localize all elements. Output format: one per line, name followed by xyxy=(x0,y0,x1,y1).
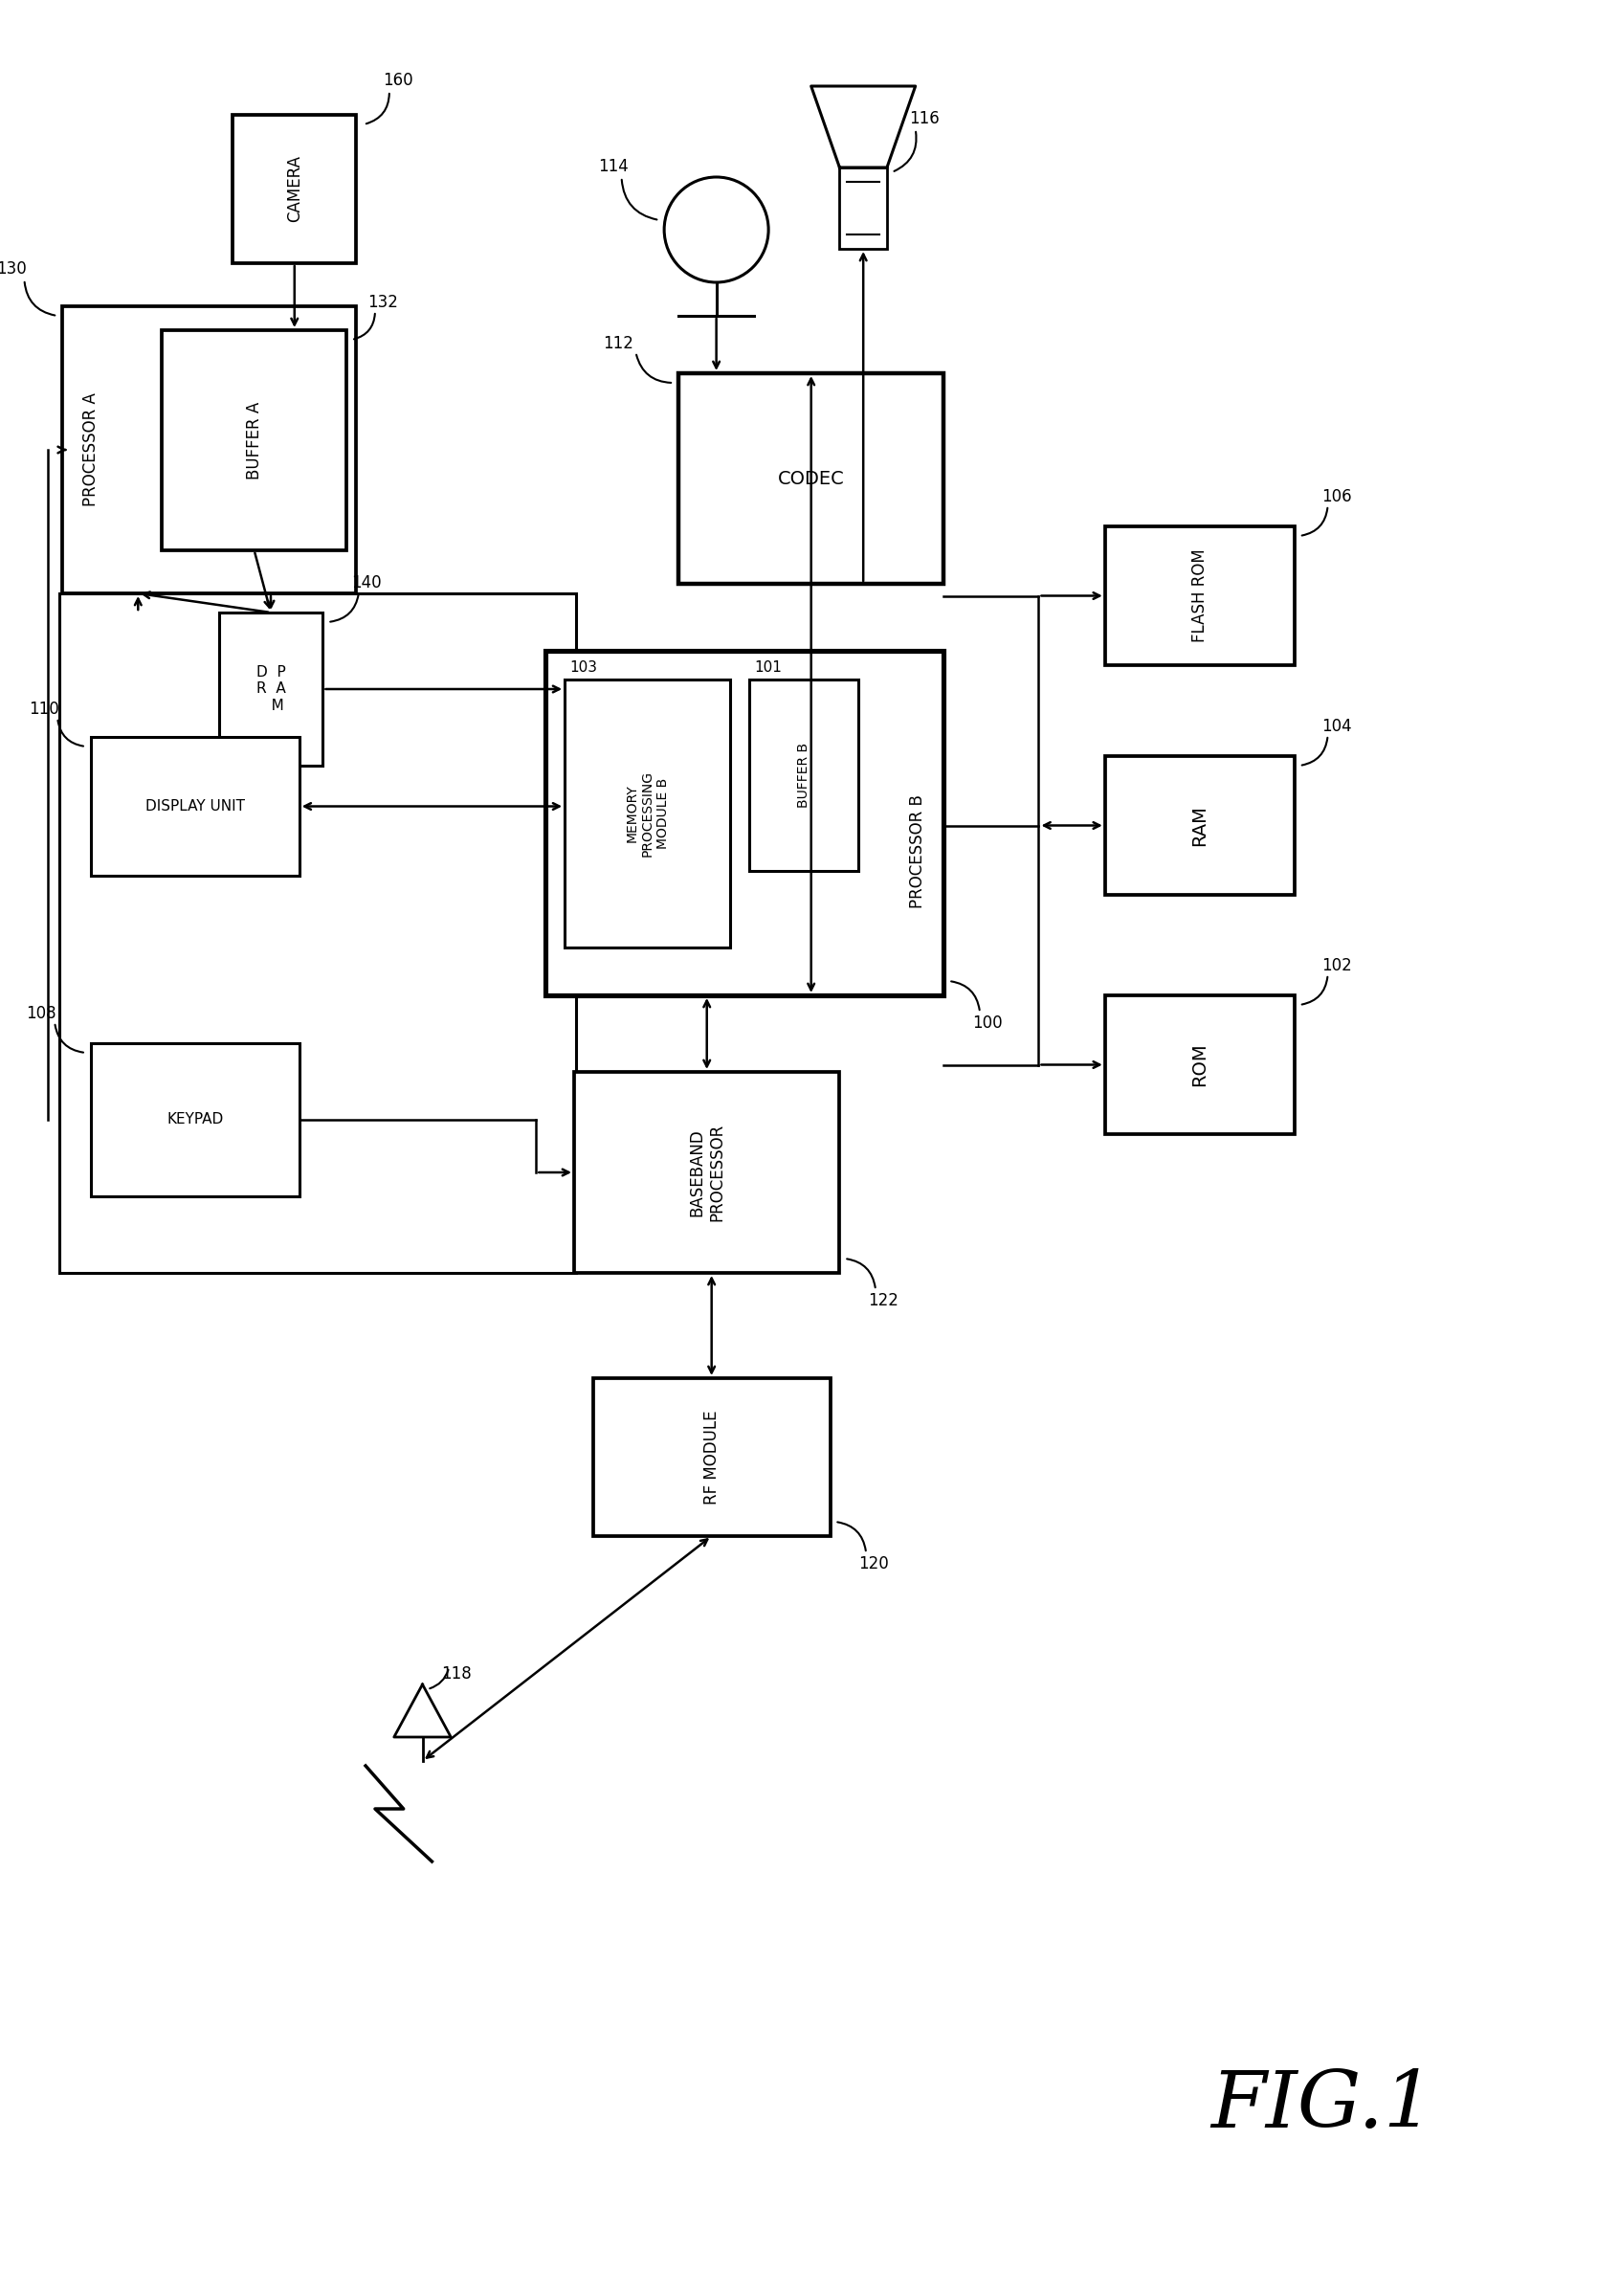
Text: 108: 108 xyxy=(26,1006,56,1022)
Bar xyxy=(59,592,577,1272)
Bar xyxy=(233,115,356,264)
Text: 122: 122 xyxy=(869,1293,899,1309)
Text: 130: 130 xyxy=(0,259,26,278)
Bar xyxy=(840,168,886,248)
Text: DISPLAY UNIT: DISPLAY UNIT xyxy=(145,799,244,813)
Bar xyxy=(1105,526,1295,666)
Text: 106: 106 xyxy=(1321,489,1351,505)
Text: KEYPAD: KEYPAD xyxy=(166,1114,224,1127)
Text: 102: 102 xyxy=(1321,957,1351,974)
Text: 100: 100 xyxy=(973,1015,1003,1031)
Text: BASEBAND
PROCESSOR: BASEBAND PROCESSOR xyxy=(688,1123,725,1221)
Text: D  P
R  A
   M: D P R A M xyxy=(256,666,286,714)
Bar xyxy=(1105,755,1295,895)
Text: 132: 132 xyxy=(367,294,398,310)
Text: 104: 104 xyxy=(1321,719,1351,735)
Text: 101: 101 xyxy=(754,661,783,675)
Text: 140: 140 xyxy=(351,574,382,592)
Bar xyxy=(749,680,859,870)
Text: FIG.1: FIG.1 xyxy=(1211,2066,1436,2144)
Bar xyxy=(575,1072,840,1272)
Bar xyxy=(91,737,299,875)
Bar xyxy=(62,305,356,592)
Bar xyxy=(161,331,347,551)
Bar xyxy=(1105,996,1295,1134)
Text: MEMORY
PROCESSING
MODULE B: MEMORY PROCESSING MODULE B xyxy=(626,771,669,856)
Text: 160: 160 xyxy=(383,71,414,90)
Text: 110: 110 xyxy=(29,700,59,719)
Text: PROCESSOR B: PROCESSOR B xyxy=(909,794,926,909)
Text: 112: 112 xyxy=(602,335,632,351)
Text: 120: 120 xyxy=(859,1554,890,1573)
Bar xyxy=(219,613,323,765)
Text: CODEC: CODEC xyxy=(778,468,845,487)
Text: FLASH ROM: FLASH ROM xyxy=(1191,549,1209,643)
Text: 114: 114 xyxy=(597,158,628,174)
Bar xyxy=(91,1042,299,1196)
Text: ROM: ROM xyxy=(1191,1042,1209,1086)
Bar xyxy=(592,1378,830,1536)
Bar xyxy=(565,680,730,948)
Text: RF MODULE: RF MODULE xyxy=(703,1410,720,1504)
Text: BUFFER B: BUFFER B xyxy=(797,742,811,808)
Text: 116: 116 xyxy=(909,110,939,126)
Text: PROCESSOR A: PROCESSOR A xyxy=(81,393,99,507)
Text: RAM: RAM xyxy=(1191,806,1209,845)
Text: 103: 103 xyxy=(570,661,597,675)
Bar xyxy=(679,374,944,583)
Text: BUFFER A: BUFFER A xyxy=(246,402,264,480)
Text: CAMERA: CAMERA xyxy=(286,156,303,223)
Text: 118: 118 xyxy=(441,1665,471,1683)
Bar xyxy=(546,650,944,996)
